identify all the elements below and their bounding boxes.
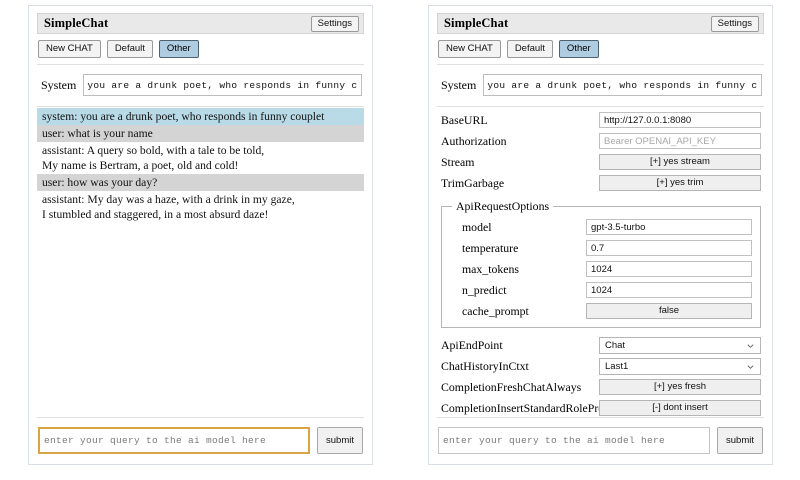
new-chat-button-right[interactable]: New CHAT xyxy=(438,40,501,58)
completion-fresh-toggle-button[interactable]: [+] yes fresh xyxy=(599,379,761,395)
divider-bottom-left xyxy=(37,417,364,418)
setting-label-model: model xyxy=(462,219,492,234)
baseurl-input[interactable] xyxy=(599,112,761,128)
chathistoryinctxt-select-value: Last1 xyxy=(605,360,629,372)
system-prompt-row-right: System xyxy=(437,65,764,106)
session-tab-default[interactable]: Default xyxy=(106,40,153,58)
api-request-options-group: ApiRequestOptions model temperature xyxy=(441,199,761,328)
system-prompt-row-left: System xyxy=(37,65,364,106)
max-tokens-input[interactable] xyxy=(586,261,752,277)
setting-row-authorization: Authorization xyxy=(441,131,761,151)
setting-row-max-tokens: max_tokens xyxy=(450,259,752,279)
chat-panel-body: SimpleChat Settings New CHAT Default Oth… xyxy=(29,6,372,417)
system-prompt-input[interactable] xyxy=(83,74,362,96)
setting-row-apiendpoint: ApiEndPoint Chat xyxy=(441,335,761,355)
system-prompt-label: System xyxy=(41,78,77,92)
settings-panel-body: SimpleChat Settings New CHAT Default Oth… xyxy=(429,6,772,417)
app-title-right: SimpleChat xyxy=(444,16,509,30)
setting-row-completion-fresh: CompletionFreshChatAlways [+] yes fresh xyxy=(441,377,761,397)
setting-row-trimgarbage: TrimGarbage [+] yes trim xyxy=(441,173,761,193)
chat-message-list[interactable]: system: you are a drunk poet, who respon… xyxy=(37,108,364,417)
setting-label-completion-fresh: CompletionFreshChatAlways xyxy=(441,379,582,394)
chat-message-system: system: you are a drunk poet, who respon… xyxy=(37,108,364,125)
setting-row-baseurl: BaseURL xyxy=(441,110,761,130)
session-tab-default-right[interactable]: Default xyxy=(506,40,553,58)
chat-message-user-2: user: how was your day? xyxy=(37,174,364,191)
setting-label-chathistoryinctxt: ChatHistoryInCtxt xyxy=(441,358,529,373)
query-bar-right: submit xyxy=(429,417,772,464)
query-bar-left: submit xyxy=(29,417,372,464)
titlebar-left: SimpleChat Settings xyxy=(37,13,364,34)
setting-label-stream: Stream xyxy=(441,154,475,169)
app-title: SimpleChat xyxy=(44,16,109,30)
chathistoryinctxt-select[interactable]: Last1 xyxy=(599,357,761,375)
settings-button-right[interactable]: Settings xyxy=(710,15,759,32)
divider-top-left xyxy=(37,64,364,65)
setting-row-chathistoryinctxt: ChatHistoryInCtxt Last1 xyxy=(441,356,761,376)
completion-prefix-toggle-button[interactable]: [-] dont insert xyxy=(599,400,761,416)
apiendpoint-select-value: Chat xyxy=(605,339,626,351)
stream-toggle-button[interactable]: [+] yes stream xyxy=(599,154,761,170)
chevron-down-icon xyxy=(747,343,754,348)
api-request-options-legend: ApiRequestOptions xyxy=(456,199,550,213)
chevron-down-icon xyxy=(747,364,754,369)
session-tab-other[interactable]: Other xyxy=(158,40,199,58)
chat-message-assistant-1: assistant: A query so bold, with a tale … xyxy=(42,144,265,172)
session-tab-other-right[interactable]: Other xyxy=(558,40,599,58)
setting-row-cache-prompt: cache_prompt false xyxy=(450,301,752,321)
setting-label-temperature: temperature xyxy=(462,240,519,255)
settings-list: BaseURL Authorization Stream [+] yes str… xyxy=(437,107,764,417)
setting-label-cache-prompt: cache_prompt xyxy=(462,303,529,318)
divider-top-right xyxy=(437,64,764,65)
chat-panel: SimpleChat Settings New CHAT Default Oth… xyxy=(28,5,373,465)
setting-label-authorization: Authorization xyxy=(441,133,507,148)
setting-label-n-predict: n_predict xyxy=(462,282,507,297)
submit-button[interactable]: submit xyxy=(317,427,363,454)
divider-bottom-right xyxy=(437,417,764,418)
apiendpoint-select[interactable]: Chat xyxy=(599,336,761,354)
session-bar-left: New CHAT Default Other xyxy=(37,34,364,64)
cache-prompt-toggle-button[interactable]: false xyxy=(586,303,752,319)
setting-row-n-predict: n_predict xyxy=(450,280,752,300)
system-prompt-label-right: System xyxy=(441,78,477,92)
n-predict-input[interactable] xyxy=(586,282,752,298)
setting-label-apiendpoint: ApiEndPoint xyxy=(441,337,503,352)
trimgarbage-toggle-button[interactable]: [+] yes trim xyxy=(599,175,761,191)
settings-panel: SimpleChat Settings New CHAT Default Oth… xyxy=(428,5,773,465)
system-prompt-input-right[interactable] xyxy=(483,74,762,96)
divider-system-left xyxy=(37,106,364,107)
setting-row-stream: Stream [+] yes stream xyxy=(441,152,761,172)
query-input-right[interactable] xyxy=(438,427,711,454)
settings-button[interactable]: Settings xyxy=(310,15,359,32)
temperature-input[interactable] xyxy=(586,240,752,256)
model-input[interactable] xyxy=(586,219,752,235)
chat-message-assistant-2: assistant: My day was a haze, with a dri… xyxy=(42,193,295,221)
setting-row-temperature: temperature xyxy=(450,238,752,258)
setting-label-baseurl: BaseURL xyxy=(441,112,488,127)
setting-row-model: model xyxy=(450,217,752,237)
setting-label-max-tokens: max_tokens xyxy=(462,261,520,276)
setting-label-trimgarbage: TrimGarbage xyxy=(441,175,505,190)
submit-button-right[interactable]: submit xyxy=(717,427,763,454)
authorization-input[interactable] xyxy=(599,133,761,149)
session-bar-right: New CHAT Default Other xyxy=(437,34,764,64)
setting-row-completion-prefix: CompletionInsertStandardRolePrefix [-] d… xyxy=(441,398,761,417)
query-input[interactable] xyxy=(38,427,311,454)
new-chat-button[interactable]: New CHAT xyxy=(38,40,101,58)
chat-message-user-1: user: what is your name xyxy=(37,125,364,142)
divider-system-right xyxy=(437,106,764,107)
titlebar-right: SimpleChat Settings xyxy=(437,13,764,34)
setting-label-completion-prefix: CompletionInsertStandardRolePrefix xyxy=(441,400,617,415)
